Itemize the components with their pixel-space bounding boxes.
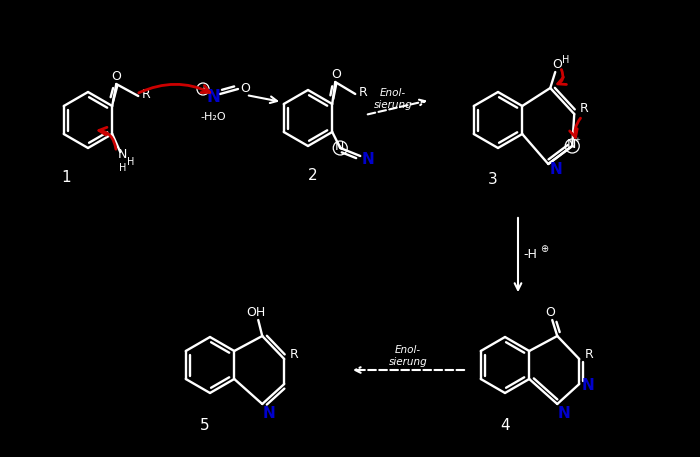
Text: N: N bbox=[118, 149, 127, 161]
Text: ⊕: ⊕ bbox=[540, 244, 548, 254]
Text: OH: OH bbox=[246, 305, 266, 319]
Text: N: N bbox=[550, 163, 563, 177]
Text: R: R bbox=[142, 87, 150, 101]
Text: +: + bbox=[200, 86, 206, 92]
Text: H: H bbox=[561, 55, 569, 65]
Text: N: N bbox=[335, 140, 344, 154]
Text: Enol-
sierung: Enol- sierung bbox=[374, 88, 412, 110]
Text: H: H bbox=[127, 157, 134, 167]
Text: R: R bbox=[359, 85, 368, 99]
Text: O: O bbox=[545, 305, 555, 319]
Text: 4: 4 bbox=[500, 418, 510, 432]
Text: 3: 3 bbox=[488, 172, 498, 187]
Text: N: N bbox=[206, 88, 220, 106]
Text: -H: -H bbox=[523, 248, 537, 260]
Text: +: + bbox=[574, 137, 580, 143]
Text: R: R bbox=[580, 101, 589, 115]
Text: N: N bbox=[263, 405, 276, 420]
Text: N: N bbox=[558, 405, 570, 420]
Text: R: R bbox=[585, 349, 594, 361]
Text: O: O bbox=[552, 58, 562, 70]
Text: Enol-
sierung: Enol- sierung bbox=[389, 345, 428, 367]
Text: O: O bbox=[331, 68, 341, 80]
Text: O: O bbox=[111, 69, 121, 83]
Text: N: N bbox=[566, 138, 576, 152]
Text: 2: 2 bbox=[308, 169, 318, 184]
Text: +: + bbox=[337, 145, 343, 151]
Text: N: N bbox=[582, 378, 594, 393]
Text: -H₂O: -H₂O bbox=[200, 112, 226, 122]
Text: N: N bbox=[362, 152, 375, 166]
Text: 1: 1 bbox=[61, 170, 71, 186]
Text: O: O bbox=[240, 81, 250, 95]
Text: H: H bbox=[118, 163, 126, 173]
Text: R: R bbox=[290, 349, 299, 361]
Text: 5: 5 bbox=[200, 418, 210, 432]
